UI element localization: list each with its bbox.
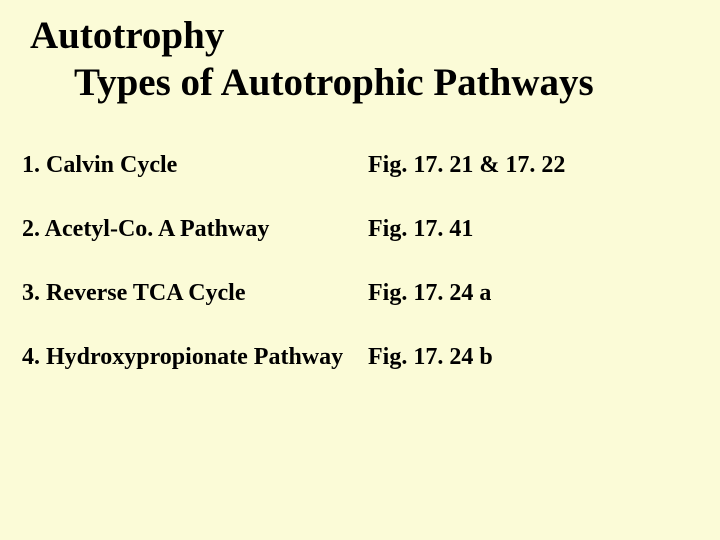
pathway-name: 2. Acetyl-Co. A Pathway [22, 216, 368, 280]
pathway-figure: Fig. 17. 24 a [368, 280, 692, 344]
slide: Autotrophy Types of Autotrophic Pathways… [0, 0, 720, 540]
pathway-figure: Fig. 17. 21 & 17. 22 [368, 152, 692, 216]
pathway-figure: Fig. 17. 41 [368, 216, 692, 280]
table-row: 2. Acetyl-Co. A Pathway Fig. 17. 41 [22, 216, 692, 280]
pathway-figure: Fig. 17. 24 b [368, 344, 692, 408]
table-row: 1. Calvin Cycle Fig. 17. 21 & 17. 22 [22, 152, 692, 216]
table-row: 3. Reverse TCA Cycle Fig. 17. 24 a [22, 280, 692, 344]
pathway-name: 3. Reverse TCA Cycle [22, 280, 368, 344]
slide-title-line2: Types of Autotrophic Pathways [74, 61, 720, 106]
pathways-table: 1. Calvin Cycle Fig. 17. 21 & 17. 22 2. … [22, 152, 692, 408]
slide-title-line1: Autotrophy [30, 14, 720, 59]
pathway-name: 4. Hydroxypropionate Pathway [22, 344, 368, 408]
pathway-name: 1. Calvin Cycle [22, 152, 368, 216]
table-row: 4. Hydroxypropionate Pathway Fig. 17. 24… [22, 344, 692, 408]
